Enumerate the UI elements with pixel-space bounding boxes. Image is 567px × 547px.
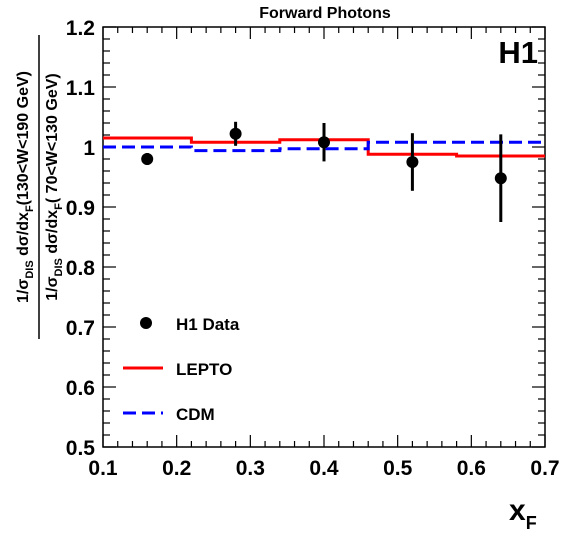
- y-label-denominator: 1/σDIS dσ/dxF( 70<W<130 GeV): [44, 73, 65, 301]
- legend-label-cdm: CDM: [176, 405, 215, 424]
- experiment-label: H1: [498, 35, 538, 70]
- y-tick-label: 0.5: [66, 437, 96, 460]
- legend-marker-h1-data: [140, 317, 152, 329]
- y-tick-label: 0.9: [66, 197, 95, 220]
- y-tick-label: 0.6: [66, 377, 95, 400]
- y-axis-label: 1/σDIS dσ/dxF(130<W<190 GeV) 1/σDIS dσ/d…: [15, 35, 65, 339]
- legend-label-lepto: LEPTO: [176, 360, 232, 379]
- plot-frame: [102, 26, 546, 448]
- x-axis-ticks: 0.1 0.2 0.3 0.4 0.5 0.6 0.7: [88, 27, 560, 480]
- y-tick-label: 0.7: [66, 317, 95, 340]
- y-label-numerator: 1/σDIS dσ/dxF(130<W<190 GeV): [15, 71, 36, 303]
- x-tick-label: 0.1: [88, 457, 118, 480]
- data-point: [229, 127, 242, 140]
- x-tick-label: 0.7: [530, 457, 559, 480]
- x-axis-label: xF: [509, 494, 537, 533]
- data-point: [494, 172, 507, 185]
- y-axis-ticks: 0.5 0.6 0.7 0.8 0.9 1 1.1 1.2: [66, 17, 545, 460]
- data-point: [406, 156, 419, 168]
- x-tick-label: 0.2: [162, 457, 191, 480]
- x-tick-label: 0.5: [383, 457, 413, 480]
- chart-title: Forward Photons: [259, 5, 391, 22]
- y-tick-label: 1.2: [66, 17, 95, 40]
- x-tick-label: 0.3: [236, 457, 265, 480]
- data-point: [141, 153, 154, 165]
- x-tick-label: 0.6: [457, 457, 486, 480]
- y-tick-label: 0.8: [66, 257, 96, 280]
- y-tick-label: 1.1: [66, 77, 96, 100]
- legend: H1 Data LEPTO CDM: [123, 315, 240, 424]
- legend-label-h1-data: H1 Data: [176, 315, 240, 334]
- series-line-cdm: [103, 140, 545, 153]
- x-tick-label: 0.4: [309, 457, 339, 480]
- data-point: [318, 136, 330, 149]
- y-tick-label: 1: [83, 137, 95, 160]
- series-layer: [103, 121, 545, 222]
